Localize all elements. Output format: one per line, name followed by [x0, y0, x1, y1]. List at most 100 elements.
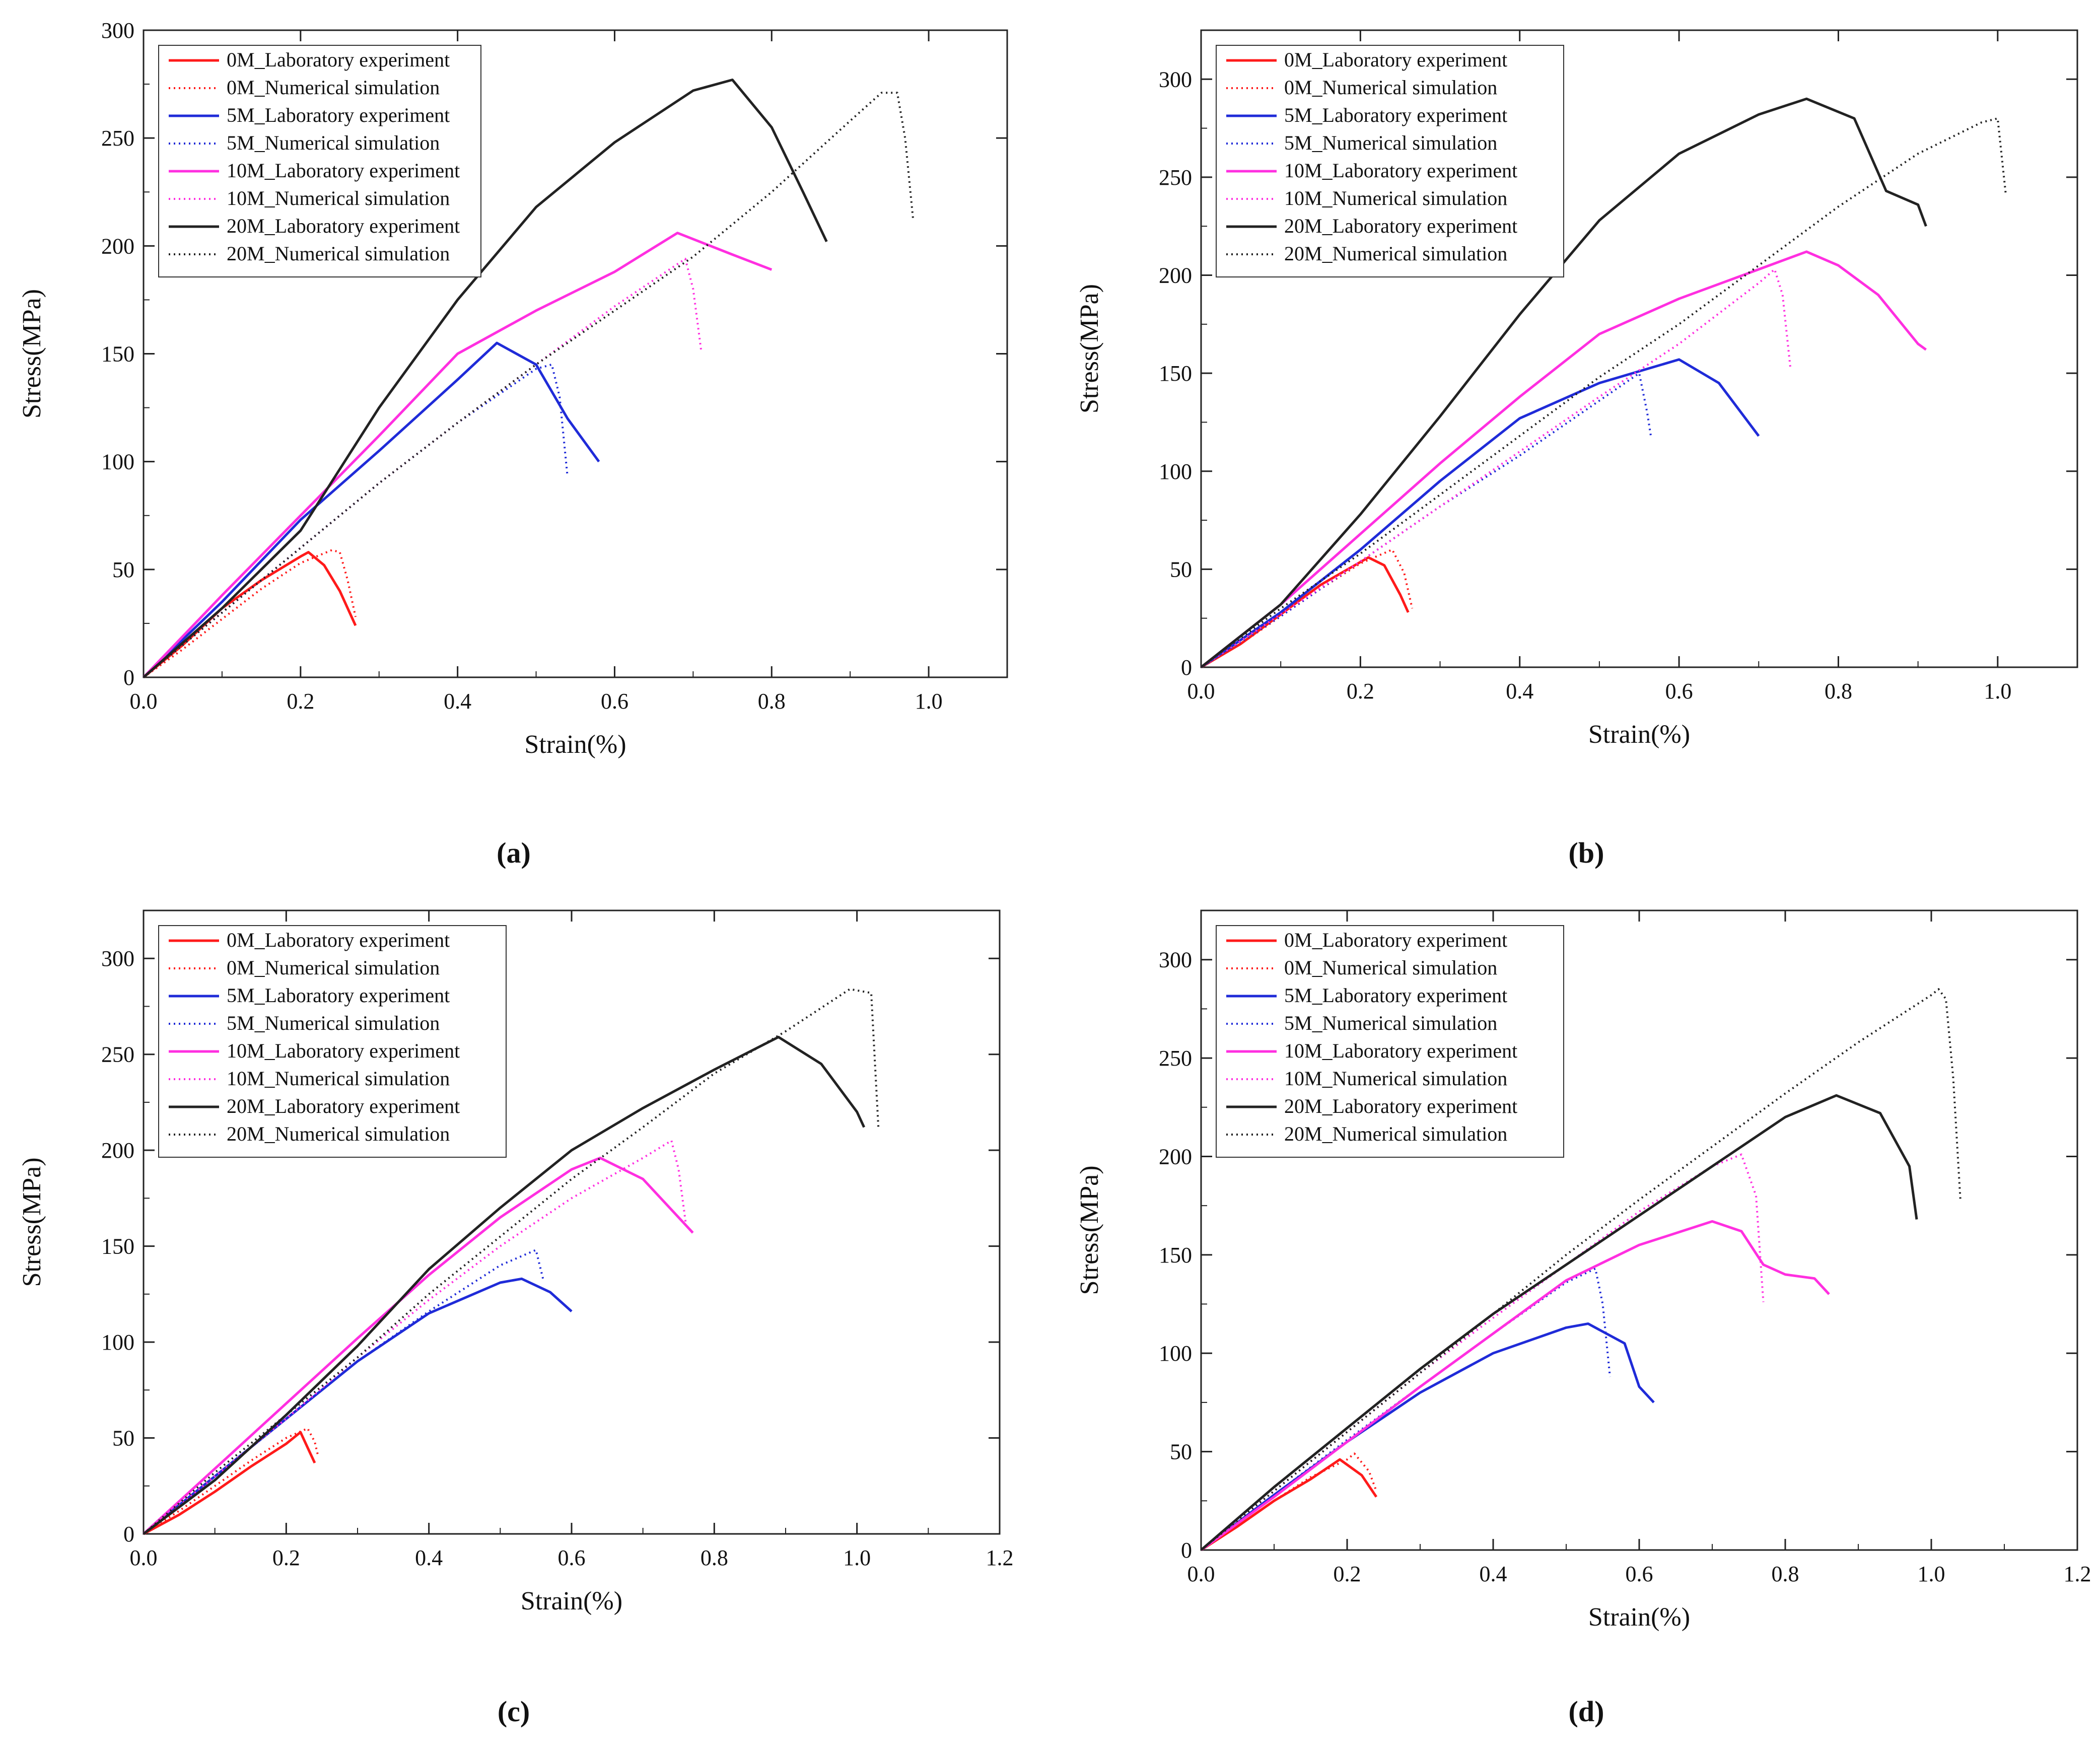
legend-label: 0M_Laboratory experiment: [227, 48, 450, 71]
x-tick-label: 1.0: [915, 689, 943, 714]
x-tick-label: 0.0: [1187, 679, 1215, 703]
x-tick-label: 0.6: [601, 689, 628, 714]
y-tick-label: 150: [1159, 361, 1192, 386]
plot-area-c: 0.0 0.2 0.4 0.6 0.8 1.0 1.2 0 50 100 150 200 250 300 S…: [18, 909, 1014, 1615]
x-axis-label: Strain(%): [1588, 720, 1690, 749]
x-tick-label: 0.2: [1334, 1562, 1361, 1586]
plot-area-b: 0.0 0.2 0.4 0.6 0.8 1.0 0 50 100 150 200 250 300 Stra…: [1075, 29, 2078, 749]
panel-label-a: (a): [497, 836, 531, 869]
chart-b: 0.0 0.2 0.4 0.6 0.8 1.0 0 50 100 150 200 250 300 Stra…: [1075, 29, 2078, 749]
y-axis-label: Stress(MPa): [1075, 284, 1104, 413]
series-0m-laboratory-experiment: [143, 551, 357, 678]
x-tick-label: 0.4: [444, 689, 471, 714]
legend-label: 5M_Numerical simulation: [1284, 131, 1497, 154]
y-tick-label: 50: [1170, 1440, 1192, 1464]
x-tick-label: 0.8: [1772, 1562, 1799, 1586]
y-tick-label: 250: [1159, 165, 1192, 190]
legend-label: 10M_Laboratory experiment: [1284, 159, 1517, 182]
series-5m-laboratory-experiment: [1200, 1322, 1655, 1551]
y-tick-label: 50: [112, 1426, 134, 1451]
legend-label: 0M_Numerical simulation: [227, 76, 440, 99]
series-10m-numerical-simulation: [143, 1140, 687, 1535]
series-20m-numerical-simulation: [1200, 117, 2007, 668]
y-tick-label: 300: [1159, 948, 1192, 972]
y-tick-label: 0: [123, 665, 134, 690]
x-axis-label: Strain(%): [524, 730, 626, 759]
series-20m-numerical-simulation: [143, 92, 914, 678]
legend-label: 10M_Laboratory experiment: [227, 1039, 460, 1062]
series-20m-laboratory-experiment: [143, 1035, 866, 1535]
x-tick-label: 0.8: [1825, 679, 1852, 703]
legend-label: 10M_Numerical simulation: [227, 187, 450, 209]
legend-box: [1216, 45, 1564, 277]
series-5m-numerical-simulation: [143, 363, 569, 678]
series-10m-numerical-simulation: [1200, 268, 1792, 668]
chart-d: 0.0 0.2 0.4 0.6 0.8 1.0 1.2 0 50 100 150 200 250 300 S…: [1075, 909, 2091, 1632]
x-axis-label: Strain(%): [521, 1587, 622, 1615]
legend-label: 10M_Laboratory experiment: [227, 159, 460, 182]
legend-label: 10M_Laboratory experiment: [1284, 1039, 1517, 1062]
legend-label: 0M_Numerical simulation: [1284, 956, 1497, 979]
legend-label: 20M_Numerical simulation: [227, 1122, 450, 1145]
x-tick-label: 0.6: [558, 1545, 586, 1570]
legend-label: 5M_Laboratory experiment: [1284, 984, 1507, 1007]
x-axis-label: Strain(%): [1588, 1603, 1690, 1632]
y-tick-label: 150: [101, 342, 134, 367]
y-axis-label: Stress(MPa): [1075, 1165, 1104, 1295]
legend-label: 20M_Numerical simulation: [227, 242, 450, 265]
y-tick-label: 250: [101, 126, 134, 151]
legend: 0M_Laboratory experiment 0M_Numerical sim…: [158, 45, 481, 277]
y-tick-label: 100: [1159, 1341, 1192, 1366]
x-tick-label: 0.2: [272, 1545, 300, 1570]
panel-label-b: (b): [1568, 836, 1604, 869]
x-tick-label: 0.8: [758, 689, 786, 714]
panel-label-c: (c): [497, 1695, 530, 1728]
y-tick-label: 50: [1170, 557, 1192, 582]
series-5m-numerical-simulation: [143, 1249, 544, 1535]
series-10m-laboratory-experiment: [143, 1156, 694, 1535]
legend-label: 5M_Laboratory experiment: [1284, 104, 1507, 126]
legend-label: 5M_Numerical simulation: [1284, 1012, 1497, 1034]
legend-box: [158, 45, 481, 277]
y-tick-label: 250: [101, 1042, 134, 1067]
series-10m-laboratory-experiment: [1200, 250, 1927, 668]
legend-box: [1216, 925, 1564, 1158]
legend: 0M_Laboratory experiment 0M_Numerical sim…: [1216, 925, 1564, 1158]
x-tick-label: 0.2: [1347, 679, 1374, 703]
series-0m-numerical-simulation: [1200, 1452, 1377, 1551]
chart-a: 0.0 0.2 0.4 0.6 0.8 1.0 0 50 100 150 200 250 300 Stra…: [18, 18, 1008, 759]
y-tick-label: 100: [101, 450, 134, 474]
series-0m-numerical-simulation: [1200, 548, 1414, 668]
y-tick-label: 100: [1159, 459, 1192, 484]
series-5m-numerical-simulation: [1200, 372, 1652, 668]
plot-area-d: 0.0 0.2 0.4 0.6 0.8 1.0 1.2 0 50 100 150 200 250 300 S…: [1075, 909, 2091, 1632]
y-tick-label: 200: [101, 234, 134, 258]
plot-area-a: 0.0 0.2 0.4 0.6 0.8 1.0 0 50 100 150 200 250 300 Stra…: [18, 18, 1008, 759]
y-tick-label: 300: [101, 946, 134, 971]
x-tick-label: 0.2: [287, 689, 314, 714]
series-20m-laboratory-experiment: [1200, 1094, 1918, 1551]
x-tick-label: 0.4: [1480, 1562, 1507, 1586]
panel-label-d: (d): [1568, 1695, 1604, 1728]
legend: 0M_Laboratory experiment 0M_Numerical sim…: [1216, 45, 1564, 277]
legend-label: 10M_Numerical simulation: [1284, 1067, 1507, 1090]
x-tick-label: 1.2: [2064, 1562, 2091, 1586]
legend-label: 10M_Numerical simulation: [227, 1067, 450, 1090]
y-tick-label: 200: [1159, 263, 1192, 288]
legend-label: 0M_Numerical simulation: [227, 956, 440, 979]
x-tick-label: 0.0: [1187, 1562, 1215, 1586]
series-10m-numerical-simulation: [143, 258, 702, 678]
series-10m-numerical-simulation: [1200, 1153, 1765, 1551]
x-tick-label: 1.2: [986, 1545, 1014, 1570]
legend-label: 5M_Numerical simulation: [227, 1012, 440, 1034]
chart-c: 0.0 0.2 0.4 0.6 0.8 1.0 1.2 0 50 100 150 200 250 300 S…: [18, 909, 1014, 1615]
y-tick-label: 100: [101, 1330, 134, 1355]
y-tick-label: 200: [101, 1138, 134, 1163]
y-tick-label: 200: [1159, 1144, 1192, 1169]
x-tick-label: 0.4: [415, 1545, 443, 1570]
x-tick-label: 1.0: [1918, 1562, 1945, 1586]
legend-box: [158, 925, 507, 1158]
legend-label: 0M_Laboratory experiment: [227, 929, 450, 951]
series-5m-laboratory-experiment: [1200, 358, 1760, 669]
y-tick-label: 250: [1159, 1046, 1192, 1071]
